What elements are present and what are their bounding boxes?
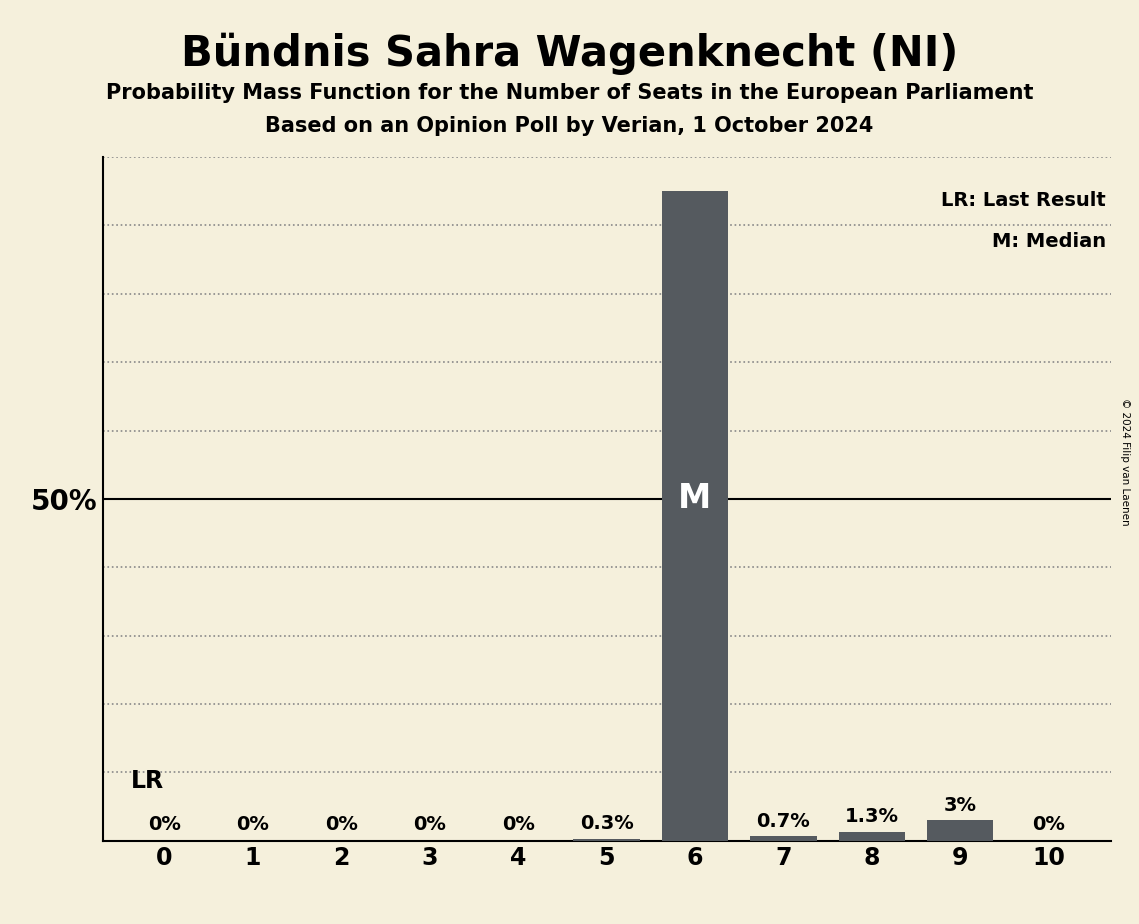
Text: 0%: 0% xyxy=(148,815,181,834)
Text: 0.3%: 0.3% xyxy=(580,814,633,833)
Text: 0%: 0% xyxy=(237,815,269,834)
Text: LR: Last Result: LR: Last Result xyxy=(941,191,1106,211)
Text: Based on an Opinion Poll by Verian, 1 October 2024: Based on an Opinion Poll by Verian, 1 Oc… xyxy=(265,116,874,136)
Text: 0.7%: 0.7% xyxy=(756,811,810,831)
Text: 0%: 0% xyxy=(325,815,358,834)
Text: M: M xyxy=(679,482,712,516)
Bar xyxy=(838,832,906,841)
Text: M: Median: M: Median xyxy=(992,232,1106,251)
Bar xyxy=(662,191,728,841)
Text: © 2024 Filip van Laenen: © 2024 Filip van Laenen xyxy=(1121,398,1130,526)
Text: 1.3%: 1.3% xyxy=(845,808,899,826)
Text: Bündnis Sahra Wagenknecht (NI): Bündnis Sahra Wagenknecht (NI) xyxy=(181,32,958,75)
Text: Probability Mass Function for the Number of Seats in the European Parliament: Probability Mass Function for the Number… xyxy=(106,83,1033,103)
Text: 3%: 3% xyxy=(944,796,977,815)
Text: 0%: 0% xyxy=(413,815,446,834)
Bar xyxy=(751,836,817,841)
Bar xyxy=(573,839,640,841)
Bar xyxy=(927,821,993,841)
Text: 0%: 0% xyxy=(1032,815,1065,834)
Text: LR: LR xyxy=(131,769,164,793)
Text: 0%: 0% xyxy=(501,815,534,834)
